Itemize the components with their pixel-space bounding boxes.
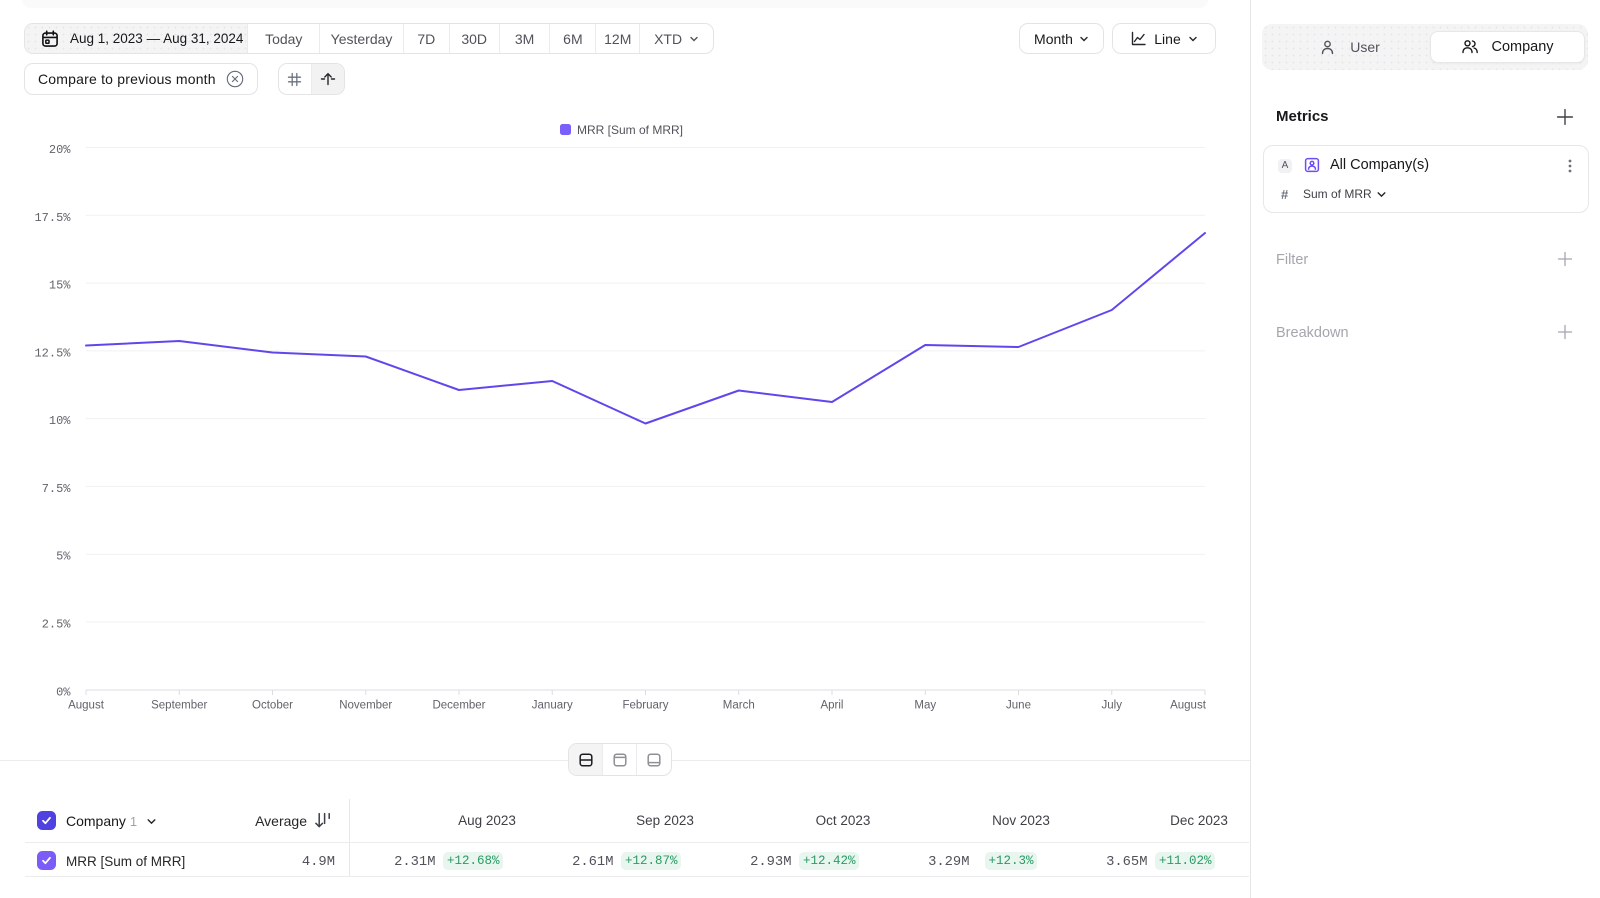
svg-text:March: March [723,700,755,712]
svg-text:15%: 15% [49,279,71,293]
svg-text:2.5%: 2.5% [42,617,72,631]
svg-text:20%: 20% [49,143,71,157]
svg-text:0%: 0% [56,686,71,700]
svg-text:10%: 10% [49,414,71,428]
svg-text:May: May [914,700,936,712]
svg-text:5%: 5% [56,550,71,564]
svg-text:July: July [1102,700,1123,712]
svg-text:August: August [68,700,105,712]
svg-text:January: January [532,700,573,712]
svg-text:February: February [622,700,668,712]
svg-text:December: December [432,700,485,712]
svg-text:September: September [151,700,207,712]
svg-text:June: June [1006,700,1031,712]
svg-text:MRR [Sum of MRR]: MRR [Sum of MRR] [577,123,683,137]
svg-text:17.5%: 17.5% [34,211,71,225]
svg-text:August: August [1170,700,1207,712]
svg-text:October: October [252,700,293,712]
svg-text:7.5%: 7.5% [42,482,72,496]
svg-text:November: November [339,700,392,712]
svg-text:12.5%: 12.5% [34,346,71,360]
svg-text:April: April [820,700,843,712]
